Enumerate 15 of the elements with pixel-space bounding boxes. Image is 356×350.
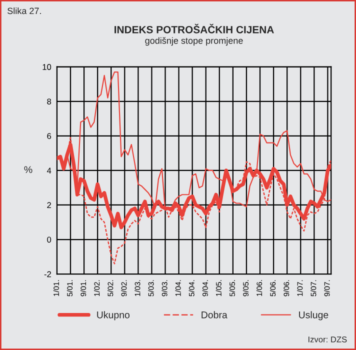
y-tick-label: 4 — [46, 168, 52, 174]
y-tick-label: 10 — [42, 64, 52, 70]
text: Slika 27. — [8, 7, 41, 14]
legend-label: Dobra — [202, 311, 228, 318]
chart-subtitle: godišnje stope promjene — [145, 37, 243, 46]
y-tick-label: 6 — [47, 133, 52, 140]
y-tick-label: 2 — [47, 202, 51, 208]
y-tick-label: 8 — [47, 98, 52, 104]
y-tick-label: 0 — [47, 236, 52, 243]
chart-title: INDEKS POTROŠAČKIH CIJENA — [114, 24, 274, 34]
y-axis-title: % — [24, 166, 32, 174]
legend-label: Ukupno — [97, 311, 130, 320]
legend-label: Usluge — [299, 311, 328, 320]
text: Izvor: DZS — [308, 336, 347, 342]
y-tick-label: -2 — [44, 271, 51, 278]
